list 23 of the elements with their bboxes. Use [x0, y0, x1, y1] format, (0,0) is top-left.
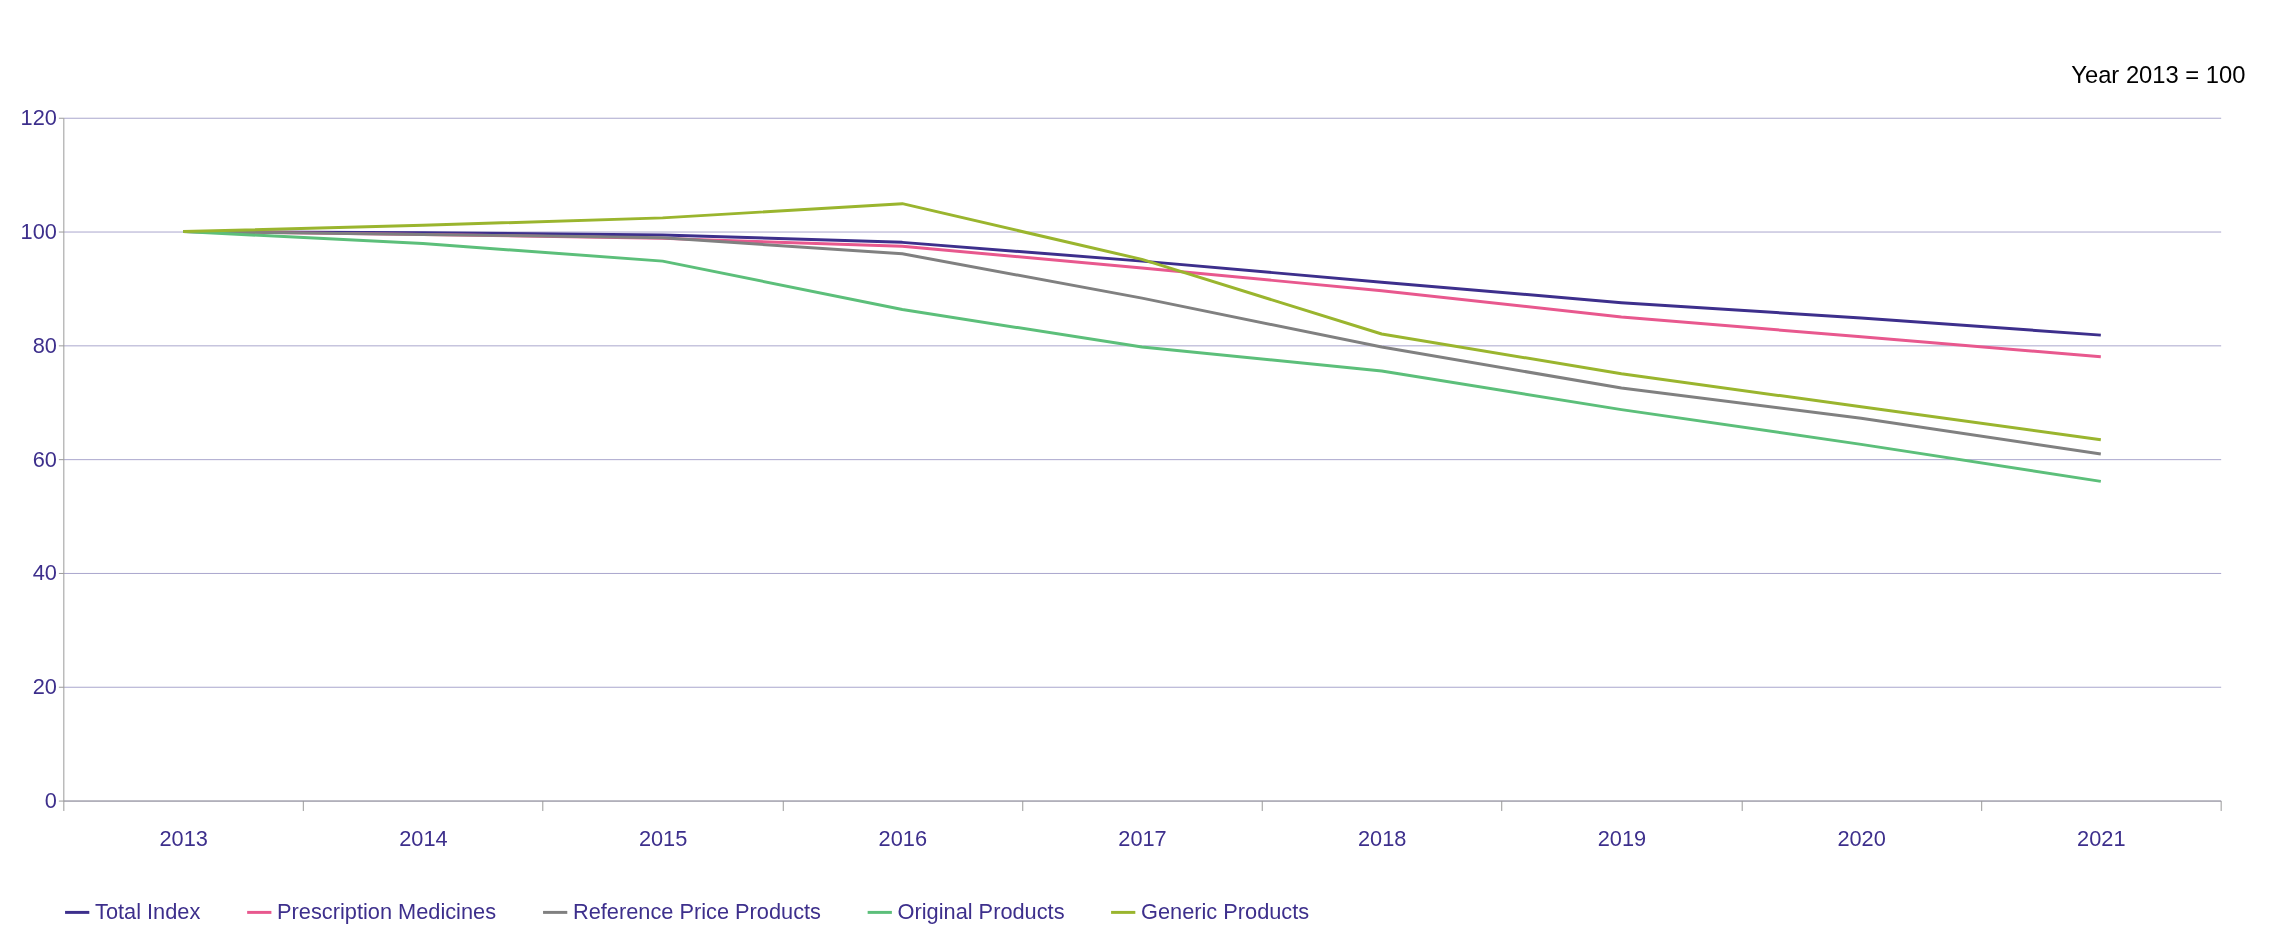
x-tick-label: 2021 [2077, 825, 2126, 851]
x-tick-label: 2017 [1118, 825, 1167, 851]
legend-label: Total Index [95, 899, 201, 925]
x-tick-label: 2015 [638, 825, 688, 851]
y-tick-label: 120 [20, 105, 57, 131]
y-tick-label: 0 [44, 787, 57, 813]
x-tick-label: 2016 [878, 825, 928, 851]
text: Year 2013 = 100 [2071, 61, 2246, 89]
x-tick-label: 2014 [399, 825, 448, 851]
y-tick-label: 100 [20, 218, 57, 244]
legend-label: Prescription Medicines [277, 899, 497, 925]
y-tick-label: 60 [32, 446, 57, 472]
x-tick-label: 2013 [159, 825, 208, 851]
x-tick-label: 2018 [1357, 825, 1407, 851]
line-series [181, 202, 2103, 442]
y-tick-label: 20 [32, 674, 57, 700]
x-tick-label: 2019 [1597, 825, 1647, 851]
x-tick-label: 2020 [1837, 825, 1886, 851]
legend-label: Generic Products [1141, 899, 1310, 925]
legend-label: Original Products [897, 899, 1065, 925]
y-tick-label: 80 [32, 332, 57, 358]
legend-label: Reference Price Products [572, 899, 822, 925]
y-tick-label: 40 [32, 560, 57, 586]
